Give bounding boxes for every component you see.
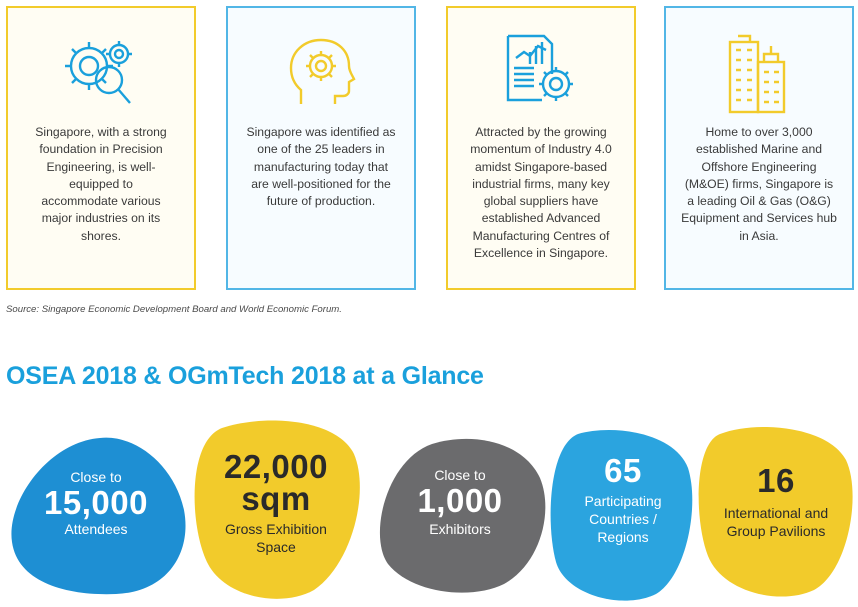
stat-pre: Close to <box>70 469 122 485</box>
stat-attendees: Close to 15,000 Attendees <box>6 424 186 600</box>
info-card-marine: Home to over 3,000 established Marine an… <box>664 6 854 290</box>
card-text: Attracted by the growing momentum of Ind… <box>470 125 612 261</box>
card-text: Home to over 3,000 established Marine an… <box>681 125 837 243</box>
blob-shape <box>550 430 693 601</box>
stat-label: Participating <box>584 493 662 509</box>
head-gear-icon <box>281 32 361 117</box>
stat-label-line2: Group Pavilions <box>726 523 826 539</box>
card-text: Singapore was identified as one of the 2… <box>246 125 396 209</box>
stat-countries: 65 Participating Countries / Regions <box>548 426 698 602</box>
stat-label-line2: Space <box>256 539 296 555</box>
blob-shape <box>698 426 853 597</box>
info-card-industry: Attracted by the growing momentum of Ind… <box>446 6 636 290</box>
stat-label-line2: Countries / <box>589 511 657 527</box>
stat-label: Exhibitors <box>429 521 491 537</box>
gears-magnifier-icon <box>59 32 143 117</box>
stat-value: 15,000 <box>44 484 148 521</box>
stat-value: 22,000 <box>224 448 328 485</box>
stat-exhibition-space: 22,000 sqm Gross Exhibition Space <box>186 414 366 600</box>
stat-value: 1,000 <box>417 482 503 519</box>
info-card-precision: Singapore, with a strong foundation in P… <box>6 6 196 290</box>
chart-gear-icon <box>500 32 582 117</box>
stat-unit: sqm <box>241 480 311 517</box>
source-note: Source: Singapore Economic Development B… <box>6 304 342 315</box>
stat-value: 16 <box>757 462 795 499</box>
stat-pre: Close to <box>434 467 486 483</box>
stat-label: Attendees <box>64 521 128 537</box>
section-heading: OSEA 2018 & OGmTech 2018 at a Glance <box>6 362 484 390</box>
stat-value: 65 <box>604 452 642 489</box>
buildings-icon <box>724 32 794 121</box>
stat-pavilions: 16 International and Group Pavilions <box>698 424 854 600</box>
stat-label-line3: Regions <box>597 529 649 545</box>
blob-shape <box>11 437 186 595</box>
card-text: Singapore, with a strong foundation in P… <box>35 125 167 243</box>
stat-label: International and <box>723 505 829 521</box>
blob-shape <box>194 420 360 599</box>
info-card-leaders: Singapore was identified as one of the 2… <box>226 6 416 290</box>
blob-shape <box>379 438 546 593</box>
stat-exhibitors: Close to 1,000 Exhibitors <box>372 432 548 598</box>
stat-label: Gross Exhibition <box>225 521 327 537</box>
